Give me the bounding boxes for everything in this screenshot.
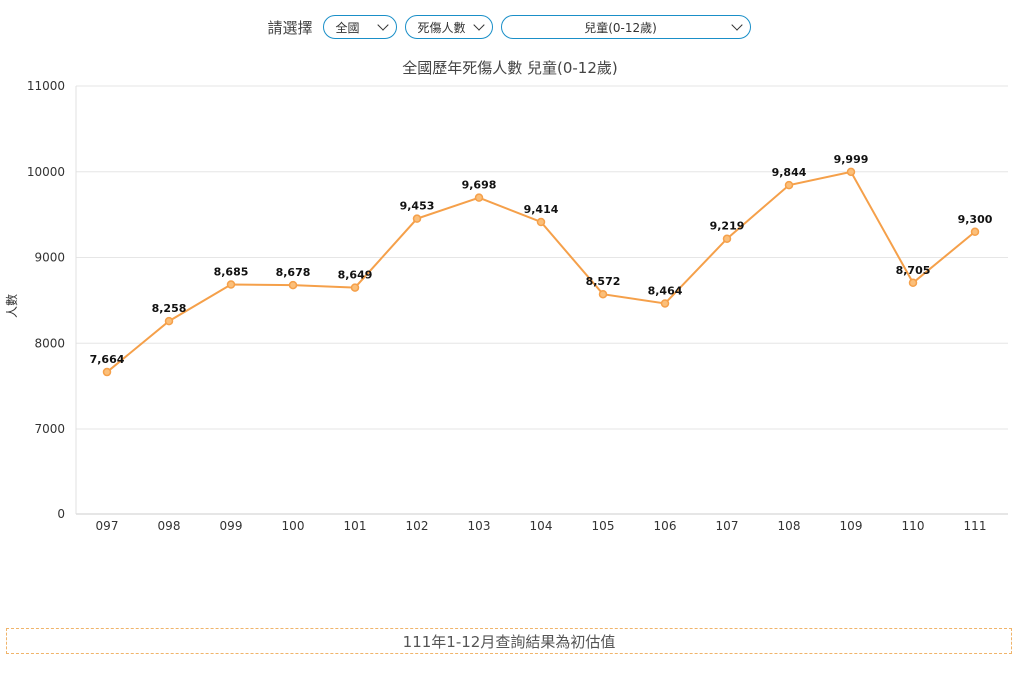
data-label: 8,705 (896, 264, 931, 277)
data-label: 9,219 (710, 220, 745, 233)
age-group-select-value: 兒童(0-12歲) (584, 20, 657, 35)
chevron-down-icon (730, 19, 743, 31)
data-point (412, 214, 422, 223)
data-label: 8,678 (276, 266, 311, 279)
estimate-note: 111年1-12月查詢結果為初估值 (6, 628, 1012, 654)
data-label: 8,685 (214, 266, 249, 279)
data-point (474, 193, 484, 202)
y-tick-label: 0 (57, 507, 65, 521)
x-tick-label: 107 (716, 519, 739, 533)
data-label: 8,258 (152, 302, 187, 315)
x-axis-ticks: 097 098 099 100 101 102 103 104 105 106 107 108 109 1… (96, 519, 987, 533)
y-tick-label: 10000 (27, 165, 65, 179)
data-point (722, 234, 732, 243)
y-axis-ticks: 0 7000 8000 9000 10000 11000 (27, 79, 65, 521)
filter-label: 請選擇 (267, 18, 313, 37)
x-tick-label: 103 (468, 519, 491, 533)
metric-select-value: 死傷人數 (417, 20, 466, 35)
data-label: 8,464 (648, 284, 683, 297)
x-tick-label: 106 (654, 519, 677, 533)
data-point (350, 283, 360, 292)
x-tick-label: 101 (344, 519, 367, 533)
filter-bar: 請選擇 全國 死傷人數 兒童(0-12歲) (0, 14, 1018, 40)
y-tick-label: 8000 (34, 336, 65, 350)
data-point (536, 217, 546, 227)
data-label: 9,300 (958, 213, 993, 226)
grid (75, 85, 1008, 515)
data-point (784, 180, 794, 190)
y-axis-label: 人數 (5, 294, 19, 318)
y-tick-label: 7000 (34, 422, 65, 436)
data-label: 9,698 (462, 179, 497, 192)
data-label: 8,649 (338, 269, 373, 282)
x-tick-label: 111 (964, 519, 987, 533)
x-tick-label: 098 (158, 519, 181, 533)
data-point (908, 278, 918, 288)
y-tick-label: 11000 (27, 79, 65, 93)
data-label: 8,572 (586, 275, 621, 288)
data-label: 9,414 (524, 203, 559, 216)
data-label: 7,664 (90, 353, 125, 366)
x-tick-label: 108 (778, 519, 801, 533)
data-points (102, 167, 980, 377)
data-point (660, 299, 670, 308)
data-point (288, 280, 298, 290)
chart-title: 全國歷年死傷人數 兒童(0-12歲) (402, 59, 618, 77)
x-tick-label: 105 (592, 519, 615, 533)
x-tick-label: 104 (530, 519, 553, 533)
data-point (846, 167, 856, 177)
x-tick-label: 097 (96, 519, 119, 533)
x-tick-label: 102 (406, 519, 429, 533)
data-label: 9,999 (834, 153, 869, 166)
y-tick-label: 9000 (34, 251, 65, 265)
data-point (226, 280, 236, 289)
region-select-value: 全國 (335, 20, 360, 35)
data-point (102, 367, 112, 377)
x-tick-label: 099 (220, 519, 243, 533)
data-point (970, 227, 980, 237)
x-tick-label: 100 (282, 519, 305, 533)
chevron-down-icon (376, 19, 389, 31)
line-chart: 全國歷年死傷人數 兒童(0-12歲) 人數 0 7000 8000 9000 10000… (5, 59, 1008, 533)
age-group-select[interactable]: 兒童(0-12歲) (500, 15, 751, 39)
region-select[interactable]: 全國 (322, 15, 397, 39)
x-tick-label: 109 (840, 519, 863, 533)
data-labels: 7,664 8,258 8,685 8,678 8,649 9,453 9,698 9,414… (90, 153, 993, 366)
data-point (164, 316, 174, 326)
data-label: 9,844 (772, 166, 807, 179)
data-label: 9,453 (400, 200, 435, 213)
estimate-note-text: 111年1-12月查詢結果為初估值 (402, 632, 616, 651)
data-point (598, 289, 608, 299)
metric-select[interactable]: 死傷人數 (404, 15, 493, 39)
x-tick-label: 110 (902, 519, 925, 533)
chevron-down-icon (472, 19, 485, 31)
